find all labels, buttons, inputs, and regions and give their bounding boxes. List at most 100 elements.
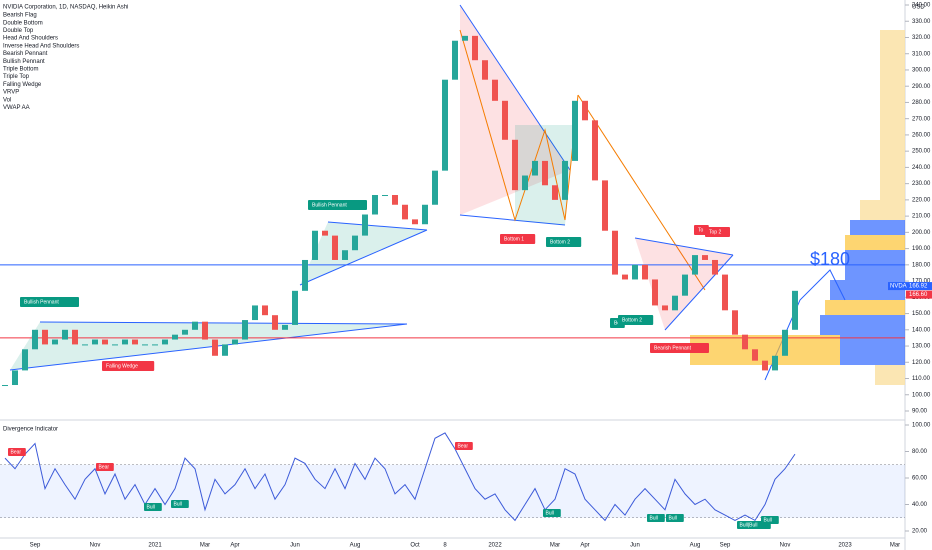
symbol-box xyxy=(888,282,906,291)
candle xyxy=(272,315,278,330)
candle xyxy=(52,339,58,345)
x-tick-label: 2023 xyxy=(838,543,852,549)
candle xyxy=(412,219,418,225)
x-tick-label: Oct xyxy=(410,543,420,549)
y-tick-label: 20.00 xyxy=(912,529,928,535)
y-tick-label: 120.00 xyxy=(912,360,931,366)
divergence-label-box xyxy=(171,500,189,508)
candle xyxy=(282,324,288,330)
profile-bar xyxy=(880,30,905,200)
candle xyxy=(362,214,368,236)
candle xyxy=(262,305,268,316)
candle xyxy=(452,40,458,80)
pattern-label-box xyxy=(618,315,654,325)
y-tick-label: 340.00 xyxy=(912,3,931,9)
divergence-label-box xyxy=(144,503,162,511)
candle xyxy=(752,349,758,361)
x-tick-label: Sep xyxy=(30,543,41,549)
divergence-label: Bull xyxy=(669,515,677,521)
pattern-label: Falling Wedge xyxy=(106,363,138,369)
candle xyxy=(162,339,168,345)
indicator-name: Falling Wedge xyxy=(3,82,42,88)
x-tick-label: Nov xyxy=(90,543,101,549)
candle xyxy=(122,339,128,345)
candle xyxy=(492,79,498,101)
x-tick-label: Mar xyxy=(550,543,560,549)
volume-profile xyxy=(690,30,905,385)
y-tick-label: 170.00 xyxy=(912,279,931,285)
y-tick-label: 260.00 xyxy=(912,132,931,138)
indicator-name: Triple Bottom xyxy=(3,66,38,72)
trend-line xyxy=(459,4,571,171)
candle xyxy=(2,385,8,387)
candle xyxy=(342,250,348,260)
price-label: 166.92 xyxy=(909,284,928,290)
candle xyxy=(432,170,438,205)
y-tick-label: 270.00 xyxy=(912,116,931,122)
y-tick-label: 300.00 xyxy=(912,68,931,74)
divergence-label: Bull|Bull xyxy=(740,522,758,528)
pattern-line xyxy=(577,94,706,291)
candle xyxy=(782,329,788,356)
y-tick-label: 320.00 xyxy=(912,35,931,41)
candle xyxy=(522,175,528,191)
y-tick-label: 240.00 xyxy=(912,165,931,171)
target-label: $180 xyxy=(810,249,850,269)
profile-bar xyxy=(845,235,905,250)
trend-line xyxy=(459,214,566,226)
candle xyxy=(292,290,298,325)
trend-line xyxy=(634,237,734,256)
pattern-label-box xyxy=(546,237,582,247)
y-tick-label: 130.00 xyxy=(912,344,931,350)
candle xyxy=(142,344,148,346)
candle xyxy=(582,100,588,121)
candle xyxy=(472,35,478,61)
trend-line xyxy=(299,229,428,286)
indicator-name: Double Bottom xyxy=(3,20,43,26)
candle xyxy=(132,339,138,345)
profile-bar xyxy=(830,280,905,300)
profile-bar xyxy=(825,300,905,315)
candle xyxy=(212,339,218,356)
pattern-label: Bullish Pennant xyxy=(24,299,59,305)
candle xyxy=(562,160,568,200)
indicator-name: Vol xyxy=(3,97,11,103)
candle xyxy=(572,100,578,161)
y-tick-label: 330.00 xyxy=(912,19,931,25)
price-label-box xyxy=(906,282,932,291)
divergence-label: Bull xyxy=(174,501,182,507)
y-tick-label: 220.00 xyxy=(912,197,931,203)
indicator-name: Bullish Pennant xyxy=(3,59,45,65)
candle xyxy=(702,255,708,260)
candle xyxy=(602,180,608,231)
candle xyxy=(72,329,78,345)
profile-bar xyxy=(850,220,905,235)
candle xyxy=(332,235,338,260)
y-tick-label: 280.00 xyxy=(912,100,931,106)
candle xyxy=(462,35,468,41)
candle xyxy=(202,321,208,340)
y-tick-label: 140.00 xyxy=(912,327,931,333)
divergence-label: Bear xyxy=(458,443,469,449)
y-tick-label: 290.00 xyxy=(912,84,931,90)
candle xyxy=(682,274,688,296)
candle xyxy=(542,160,548,186)
pattern-label-box xyxy=(500,234,536,244)
pattern-label: Bottom 1 xyxy=(504,236,524,242)
divergence-label-box xyxy=(8,448,26,456)
candle xyxy=(312,230,318,260)
divergence-label-box xyxy=(666,514,684,522)
candle xyxy=(192,321,198,330)
candle xyxy=(232,339,238,345)
divergence-label-box xyxy=(96,463,114,471)
candle xyxy=(352,235,358,251)
indicator-name: Bearish Pennant xyxy=(3,51,48,57)
pattern-label-box xyxy=(650,343,709,353)
divergence-label: Bull xyxy=(546,510,554,516)
pattern-fill xyxy=(300,222,427,285)
price-label-box xyxy=(906,290,932,299)
divergence-label-box xyxy=(543,509,561,517)
candle xyxy=(652,279,658,306)
